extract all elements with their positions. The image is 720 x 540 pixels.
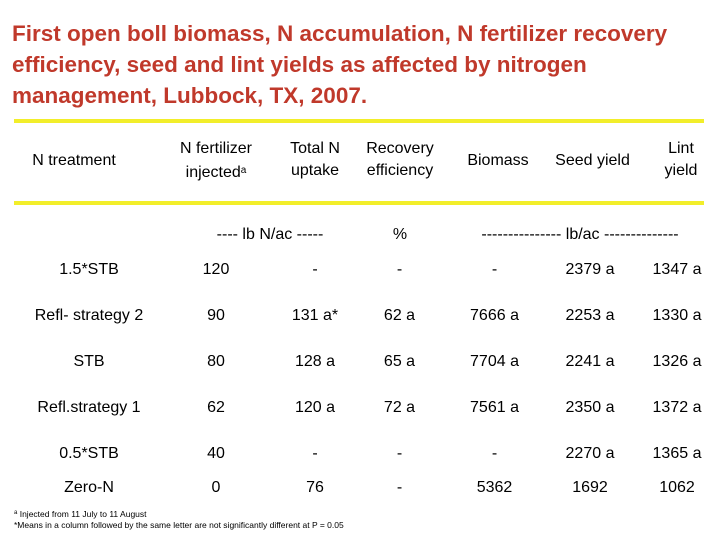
unit-lb-ac: --------------- lb/ac -------------- [481,226,679,243]
footnote-significance: *Means in a column followed by the same … [14,520,344,530]
cell-fert: 40 [207,445,225,462]
cell-recovery: 65 a [383,353,416,370]
cell-fert: 0 [211,479,221,496]
cell-seed: 2270 a [565,445,615,462]
cell-treatment: 0.5*STB [59,445,119,462]
header-seed-yield-label: Seed yield [555,152,630,169]
header-biomass-label: Biomass [467,152,529,169]
cell-totaln: 120 a [294,399,336,416]
cell-totaln: 76 [306,479,324,496]
page-title: First open boll biomass, N accumulation,… [12,21,668,108]
cell-seed: 2253 a [565,307,615,324]
cell-lint: 1372 a [652,399,702,416]
header-fertilizer-line2-text: injected [185,164,241,181]
header-fertilizer: N fertilizer injecteda [160,138,272,184]
header-treatment: N treatment [14,150,134,172]
cell-fert: 80 [207,353,225,370]
cell-fert: 90 [207,307,225,324]
header-top-rule [14,119,704,123]
cell-recovery: 72 a [383,399,416,416]
cell-fert: 62 [207,399,225,416]
cell-totaln: - [312,445,318,462]
unit-percent: % [392,226,408,243]
header-recovery-line2: efficiency [366,162,434,179]
cell-totaln: 128 a [294,353,336,370]
cell-biomass: - [491,445,498,462]
cell-treatment: Refl.strategy 1 [37,399,141,416]
cell-treatment: Zero-N [64,479,114,496]
cell-treatment: 1.5*STB [59,261,119,278]
cell-fert: 120 [202,261,230,278]
unit-lb-n: ---- lb N/ac ----- [216,226,324,243]
cell-seed: 1692 [572,479,608,496]
header-treatment-label: N treatment [32,152,116,169]
cell-recovery: 62 a [383,307,416,324]
cell-lint: 1062 [659,479,695,496]
cell-lint: 1330 a [652,307,702,324]
cell-treatment: STB [73,353,105,370]
cell-recovery: - [396,261,403,278]
footnote-a: a Injected from 11 July to 11 August [14,508,147,520]
cell-biomass: 5362 [476,479,513,496]
header-lint-yield-line2: yield [664,162,698,179]
cell-treatment: Refl- strategy 2 [34,307,144,324]
header-fertilizer-line2: injecteda [160,160,272,184]
cell-recovery: - [396,479,403,496]
cell-biomass: 7561 a [470,399,519,416]
footnote-a-marker: a [240,165,247,176]
cell-biomass: 7704 a [470,353,519,370]
cell-biomass: 7666 a [470,307,519,324]
footnote-a-sup: a [14,510,18,516]
cell-seed: 2379 a [565,261,615,278]
cell-lint: 1347 a [652,261,702,278]
header-lint-yield: Lint yield [650,138,712,182]
footnote-a-text: Injected from 11 July to 11 August [19,509,147,519]
header-seed-yield: Seed yield [545,150,640,172]
header-lint-yield-line1: Lint [668,140,694,157]
header-bottom-rule [14,201,704,205]
cell-totaln: 131 a* [291,307,339,324]
cell-recovery: - [396,445,403,462]
cell-lint: 1326 a [652,353,702,370]
header-total-n-line1: Total N [290,140,340,157]
header-recovery: Recovery efficiency [352,138,448,182]
cell-seed: 2350 a [565,399,615,416]
header-fertilizer-line1: N fertilizer [179,140,252,157]
header-total-n-line2: uptake [290,162,340,179]
header-total-n: Total N uptake [275,138,355,182]
cell-biomass: - [491,261,498,278]
cell-lint: 1365 a [652,445,702,462]
header-recovery-line1: Recovery [366,140,434,157]
header-biomass: Biomass [453,150,543,172]
cell-totaln: - [312,261,318,278]
cell-seed: 2241 a [565,353,615,370]
